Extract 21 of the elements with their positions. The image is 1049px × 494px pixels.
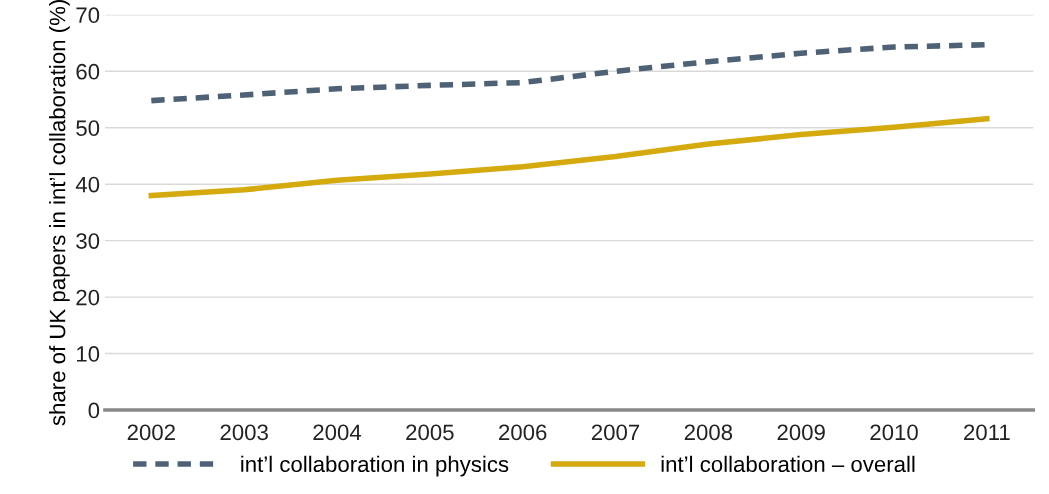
y-axis-title: share of UK papers in int’l collaboration (%) [49,0,70,426]
y-tick-label: 70 [76,7,100,24]
legend-label: int’l collaboration – overall [661,455,915,473]
y-tick-label: 30 [76,233,100,249]
legend-label: int’l collaboration in physics [241,455,509,477]
y-tick-label: 20 [76,289,100,306]
x-tick-label: 2002 [127,424,175,441]
y-tick-label: 60 [76,63,100,80]
x-tick-label: 2006 [499,424,547,441]
x-tick-label: 2011 [964,424,1010,441]
x-tick-label: 2003 [220,424,268,441]
x-tick-label: 2005 [406,424,454,441]
y-tick-label: 50 [76,120,100,137]
x-tick-label: 2004 [313,424,362,441]
y-tick-label: 40 [75,176,100,193]
x-tick-label: 2007 [591,424,640,441]
y-tick-label: 10 [77,346,100,362]
x-tick-label: 2008 [684,424,733,441]
x-tick-label: 2010 [870,424,918,441]
x-tick-label: 2009 [777,424,825,441]
y-tick-label: 0 [88,402,100,419]
